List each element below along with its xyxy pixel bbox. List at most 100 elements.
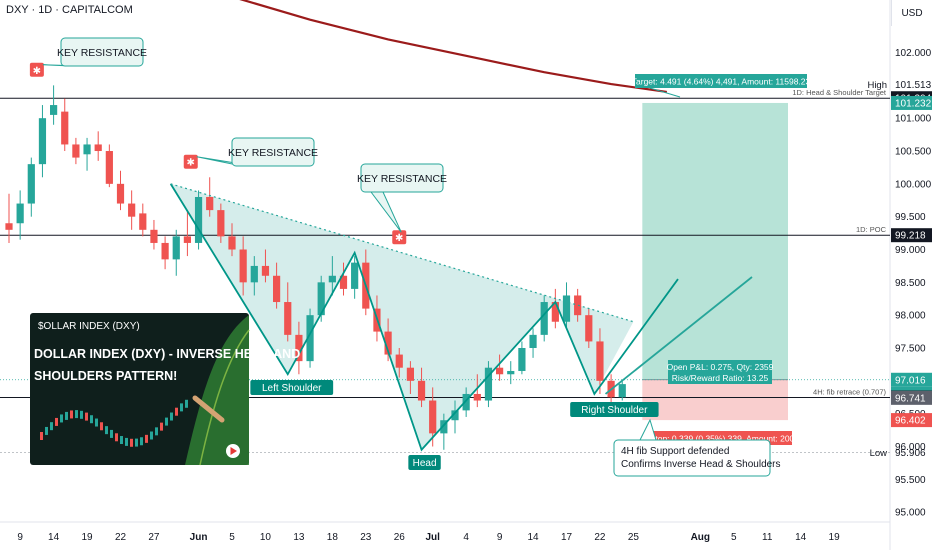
- x-tick-label: 13: [293, 532, 305, 543]
- thumbnail-candle: [125, 437, 128, 446]
- x-tick-label: 4: [463, 532, 469, 543]
- candle-body: [306, 315, 314, 362]
- thumbnail-candle: [155, 427, 158, 436]
- candle-body: [574, 295, 582, 316]
- candle-body: [172, 236, 180, 260]
- resistance-marker-icon: [29, 62, 44, 77]
- candle-body: [496, 367, 504, 375]
- thumbnail-candle: [55, 417, 58, 426]
- y-tick-label: 102.000: [895, 48, 932, 59]
- pnl-label: [668, 360, 772, 384]
- y-tick-label: 96.000: [895, 442, 926, 453]
- candle-body: [462, 393, 470, 411]
- marker-glyph: ✱: [187, 158, 195, 169]
- candle-body: [529, 334, 537, 348]
- candle-body: [284, 302, 292, 335]
- moving-average-line: [239, 0, 668, 94]
- x-tick-label: 19: [829, 532, 841, 543]
- candle-body: [5, 223, 13, 230]
- note-text-1: 4H fib Support defended: [621, 446, 729, 457]
- neckline: [170, 183, 634, 323]
- thumbnail-candle: [90, 415, 93, 424]
- candle-body: [507, 370, 515, 375]
- price-axis-label: 101.513: [895, 80, 932, 91]
- thumbnail-candle: [40, 432, 43, 440]
- candle-body: [384, 331, 392, 355]
- x-tick-label: 25: [628, 532, 640, 543]
- y-tick-label: 97.500: [895, 344, 926, 355]
- thumbnail-candle: [135, 438, 138, 447]
- candle-body: [406, 367, 414, 381]
- pattern-fill: [170, 183, 634, 450]
- candle-body: [440, 420, 448, 434]
- candle-body: [395, 354, 403, 368]
- price-tag: [891, 390, 932, 405]
- candle-body: [351, 262, 359, 289]
- x-tick-label: Aug: [691, 532, 710, 543]
- x-tick-label: 5: [229, 532, 235, 543]
- candle-body: [16, 203, 24, 224]
- y-tick-label: 98.000: [895, 311, 926, 322]
- key-resistance-callout-text: KEY RESISTANCE: [228, 147, 318, 159]
- y-tick-label: 98.500: [895, 278, 926, 289]
- candle-body: [585, 315, 593, 342]
- candle-body: [417, 380, 426, 401]
- candle-body: [27, 164, 35, 204]
- x-tick-label: 18: [327, 532, 339, 543]
- axis-side-label: High: [867, 80, 887, 91]
- currency-button[interactable]: USD: [891, 0, 932, 26]
- y-tick-label: 99.000: [895, 245, 926, 256]
- candle-body: [194, 196, 203, 243]
- x-tick-label: 14: [795, 532, 807, 543]
- thumbnail-candle: [75, 410, 78, 419]
- candle-body: [551, 302, 559, 322]
- x-tick-label: 10: [260, 532, 272, 543]
- marker-glyph: ✱: [33, 66, 41, 77]
- price-tag-text: 96.402: [895, 416, 926, 427]
- thumbnail-candle: [150, 431, 153, 440]
- key-resistance-callout: [360, 163, 444, 193]
- pattern-zigzag: [169, 183, 679, 452]
- candle-body: [105, 151, 113, 184]
- stop-label-text: Stop: 0.339 (0.35%) 339, Amount: 200: [650, 434, 795, 444]
- x-tick-label: 22: [594, 532, 606, 543]
- key-resistance-callout-pointer: [370, 191, 402, 233]
- y-tick-label: 101.000: [895, 114, 932, 125]
- thumbnail-green-wave: [185, 315, 249, 465]
- x-tick-label: Jul: [425, 532, 440, 543]
- candle-body: [61, 111, 69, 145]
- thumbnail-candle: [115, 433, 118, 442]
- symbol-title[interactable]: DXY · 1D · CAPITALCOM: [6, 4, 133, 16]
- x-tick-label: 22: [115, 532, 127, 543]
- candle-body: [618, 384, 626, 398]
- price-tag: [891, 95, 932, 110]
- candle-body: [116, 183, 125, 204]
- head-label: [408, 455, 441, 470]
- candle-body: [261, 265, 270, 276]
- note-callout: [613, 439, 771, 477]
- thumbnail-headline-1: DOLLAR INDEX (DXY) - INVERSE HEAD AND: [34, 347, 300, 361]
- level-line-label: 1D: Head & Shoulder Target: [792, 88, 887, 97]
- candle-body: [540, 302, 548, 335]
- thumbnail-wave-edge: [199, 329, 250, 466]
- x-tick-label: 26: [394, 532, 406, 543]
- level-line-label: 1D: POC: [856, 225, 887, 234]
- candle-body: [150, 229, 158, 243]
- candle-body: [451, 410, 459, 421]
- key-resistance-callout: [231, 137, 315, 167]
- candle-body: [83, 144, 91, 155]
- candle-body: [250, 265, 258, 283]
- head-label-text: Head: [413, 458, 437, 469]
- x-tick-label: 27: [148, 532, 160, 543]
- thumbnail-candle: [45, 426, 48, 435]
- y-tick-label: 99.500: [895, 212, 926, 223]
- thumbnail-headline-2: SHOULDERS PATTERN!: [34, 369, 177, 383]
- thumbnail-arrow-icon: [192, 395, 225, 423]
- candle-body: [38, 118, 47, 165]
- thumbnail-candle: [145, 434, 148, 443]
- candle-body: [206, 196, 214, 211]
- y-tick-label: 100.000: [895, 179, 932, 190]
- price-tag: [891, 413, 932, 428]
